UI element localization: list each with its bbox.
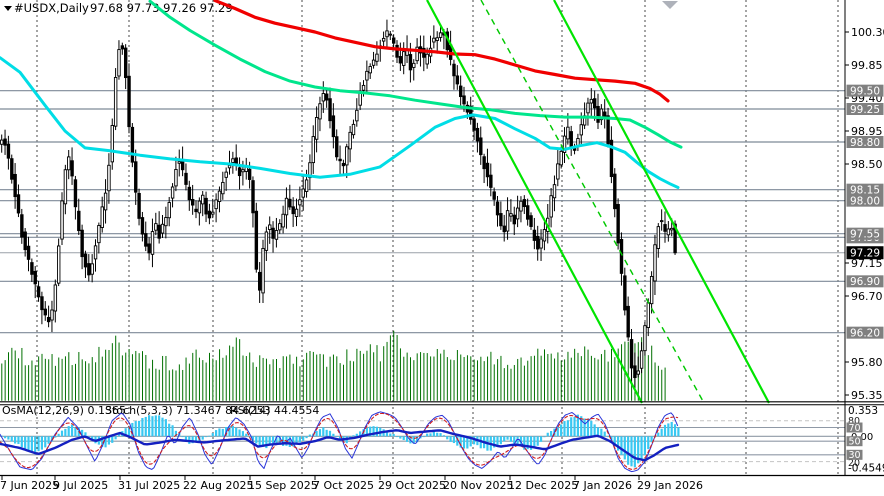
- price-axis-label: 100.30: [851, 26, 884, 39]
- price-axis-label: 98.15: [850, 184, 880, 196]
- date-axis-label: 20 Nov 2025: [443, 479, 513, 492]
- price-axis-label: 99.50: [850, 85, 880, 97]
- date-axis-label: 7 Jan 2026: [573, 479, 632, 492]
- date-axis-label: 7 Oct 2025: [313, 479, 374, 492]
- price-axis-label: 80: [848, 416, 860, 427]
- osma-label: OsMA(12,26,9) 0.1365: [2, 404, 126, 417]
- price-axis-label: 96.70: [851, 290, 883, 303]
- price-axis-label: 99.25: [850, 104, 880, 116]
- price-axis-label: 96.90: [850, 276, 880, 288]
- price-axis-label: 97.29: [850, 248, 880, 260]
- price-axis-label: 96.20: [850, 327, 880, 339]
- price-axis-label: -0.4549: [848, 463, 884, 475]
- price-axis-label: 98.50: [851, 158, 883, 171]
- date-axis-label: 7 Jun 2025: [0, 479, 59, 492]
- stochastic-label: Stoch(5,3,3) 71.3467 84.6253: [105, 404, 271, 417]
- price-axis-label: 30: [848, 450, 860, 461]
- price-axis-label: 98.00: [850, 195, 880, 207]
- date-axis-label: 9 Jul 2025: [53, 479, 108, 492]
- chart-shift-marker-icon[interactable]: [662, 1, 678, 9]
- collapse-indicator-icon[interactable]: [4, 6, 12, 11]
- indicator-window-labels: OsMA(12,26,9) 0.1365 Stoch(5,3,3) 71.346…: [2, 404, 319, 417]
- price-axis-label: 97.15: [851, 257, 883, 270]
- price-axis-label: 50: [848, 437, 860, 448]
- date-axis-label: 31 Jul 2025: [118, 479, 180, 492]
- price-axis-label: 98.80: [850, 137, 880, 149]
- symbol-timeframe-label: #USDX,Daily: [14, 1, 89, 15]
- price-axis-label: 99.85: [851, 59, 883, 72]
- date-axis-label: 12 Dec 2025: [508, 479, 578, 492]
- price-axis-label: 98.95: [851, 125, 883, 138]
- price-axis-label: 0.353: [848, 405, 878, 417]
- price-axis-label: 95.35: [851, 389, 883, 402]
- rsi-label: RSI(14) 44.4554: [230, 404, 319, 417]
- date-axis-label: 29 Jan 2026: [637, 479, 703, 492]
- date-axis-label: 15 Sep 2025: [248, 479, 318, 492]
- date-axis-label: 29 Oct 2025: [378, 479, 446, 492]
- price-axis-label: 20: [848, 458, 860, 469]
- price-axis-label: 95.80: [851, 356, 883, 369]
- chart-header: #USDX,Daily 97.68 97.73 97.26 97.29: [4, 1, 233, 15]
- price-axis-label: 70: [848, 423, 860, 434]
- price-axis-label: 97.55: [850, 228, 880, 240]
- ohlc-quote-label: 97.68 97.73 97.26 97.29: [90, 1, 233, 15]
- date-axis-label: 22 Aug 2025: [183, 479, 253, 492]
